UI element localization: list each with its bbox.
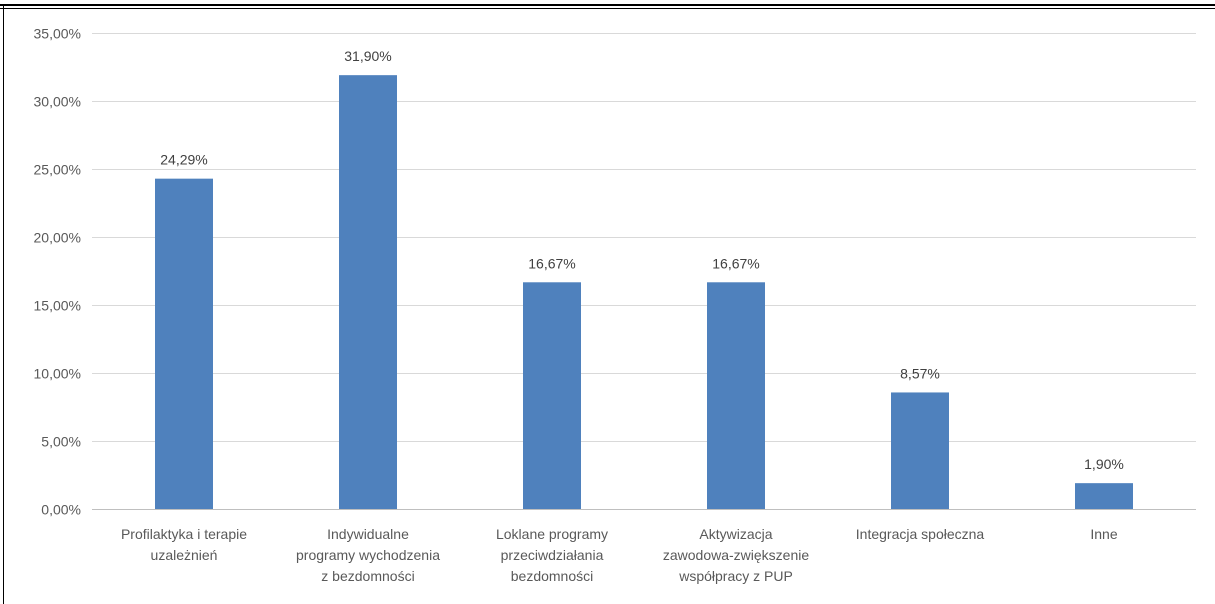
data-labels: 24,29% 31,90% 16,67% 16,67% 8,57% 1,90% xyxy=(160,48,1124,472)
category-label: Profilaktyka i terapie xyxy=(121,526,247,542)
category-label: programy wychodzenia xyxy=(296,547,440,563)
data-label: 8,57% xyxy=(900,365,940,381)
category-label: bezdomności xyxy=(511,568,594,584)
grid-lines xyxy=(92,33,1196,510)
y-tick-label: 5,00% xyxy=(41,434,81,450)
data-label: 16,67% xyxy=(712,255,759,271)
data-label: 24,29% xyxy=(160,152,207,168)
category-label: przeciwdziałania xyxy=(501,547,604,563)
frame-top-border xyxy=(0,4,1215,6)
y-axis-ticks: 0,00% 5,00% 10,00% 15,00% 20,00% 25,00% 30,00%… xyxy=(34,26,81,518)
category-labels: Profilaktyka i terapie uzależnień Indywidu… xyxy=(121,526,1118,584)
bar xyxy=(1075,483,1133,509)
category-label: Integracja społeczna xyxy=(856,526,985,542)
data-label: 16,67% xyxy=(528,255,575,271)
y-tick-label: 15,00% xyxy=(34,298,81,314)
data-label: 1,90% xyxy=(1084,456,1124,472)
category-label: z bezdomności xyxy=(321,568,414,584)
category-label: Inne xyxy=(1090,526,1117,542)
y-tick-label: 35,00% xyxy=(34,26,81,42)
frame-left-border xyxy=(3,4,4,604)
bar xyxy=(339,75,397,509)
y-tick-label: 25,00% xyxy=(34,162,81,178)
category-label: współpracy z PUP xyxy=(678,568,793,584)
y-tick-label: 0,00% xyxy=(41,502,81,518)
y-tick-label: 30,00% xyxy=(34,94,81,110)
category-label: Loklane programy xyxy=(496,526,608,542)
category-label: uzależnień xyxy=(151,547,218,563)
y-tick-label: 20,00% xyxy=(34,230,81,246)
y-tick-label: 10,00% xyxy=(34,366,81,382)
frame-top-inner-border xyxy=(0,8,1215,9)
category-label: Indywidualne xyxy=(327,526,409,542)
bar xyxy=(891,392,949,509)
category-label: zawodowa-zwiększenie xyxy=(663,547,810,563)
data-label: 31,90% xyxy=(344,48,391,64)
bars xyxy=(155,75,1133,509)
category-label: Aktywizacja xyxy=(699,526,772,542)
bar xyxy=(523,282,581,509)
bar xyxy=(707,282,765,509)
bar xyxy=(155,178,213,509)
